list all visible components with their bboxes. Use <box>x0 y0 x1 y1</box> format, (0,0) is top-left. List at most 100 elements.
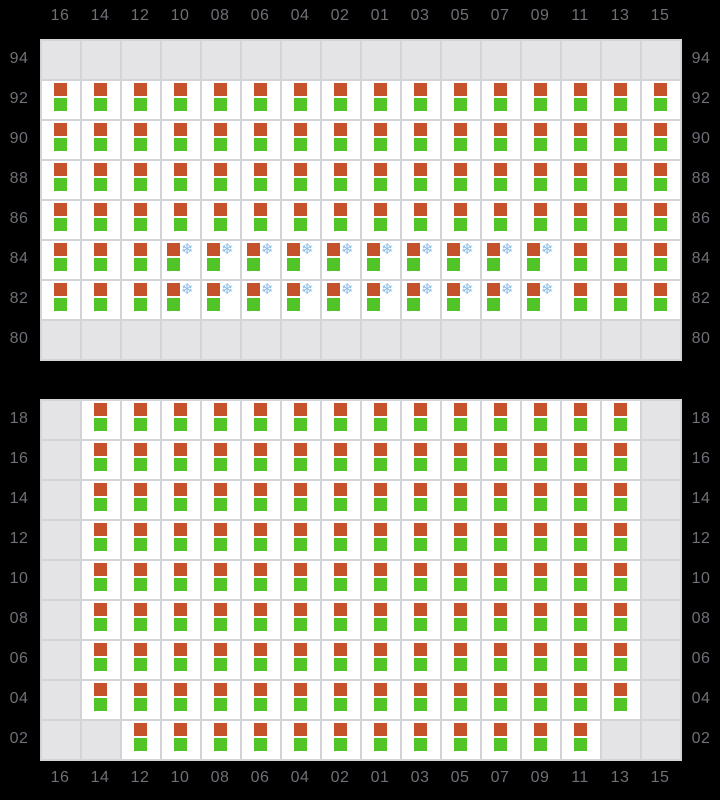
seat-cell[interactable] <box>121 240 161 280</box>
seat-cell[interactable] <box>241 480 281 520</box>
seat-cell[interactable] <box>201 120 241 160</box>
seat-cell[interactable] <box>521 640 561 680</box>
seat-cell[interactable] <box>81 280 121 320</box>
seat-cell[interactable] <box>281 640 321 680</box>
seat-cell[interactable] <box>281 720 321 760</box>
seat-cell[interactable]: ❄ <box>161 240 201 280</box>
seat-cell[interactable] <box>321 680 361 720</box>
seat-cell[interactable] <box>401 400 441 440</box>
seat-cell[interactable] <box>201 600 241 640</box>
seat-cell[interactable] <box>201 440 241 480</box>
seat-cell[interactable] <box>481 120 521 160</box>
seat-cell[interactable] <box>361 120 401 160</box>
seat-cell[interactable] <box>481 200 521 240</box>
seat-cell[interactable] <box>601 440 641 480</box>
seat-cell[interactable] <box>441 640 481 680</box>
seat-cell[interactable] <box>161 720 201 760</box>
seat-cell[interactable] <box>401 640 441 680</box>
seat-cell[interactable] <box>401 480 441 520</box>
seat-cell[interactable] <box>281 560 321 600</box>
seat-cell[interactable] <box>441 160 481 200</box>
seat-cell[interactable] <box>361 720 401 760</box>
seat-cell[interactable] <box>601 480 641 520</box>
seat-cell[interactable] <box>481 400 521 440</box>
seat-cell[interactable] <box>81 400 121 440</box>
seat-cell[interactable] <box>641 280 681 320</box>
seat-cell[interactable] <box>521 400 561 440</box>
seat-cell[interactable] <box>361 400 401 440</box>
seat-cell[interactable] <box>601 600 641 640</box>
seat-cell[interactable] <box>81 680 121 720</box>
seat-cell[interactable] <box>81 560 121 600</box>
seat-cell[interactable] <box>121 560 161 600</box>
seat-cell[interactable] <box>481 480 521 520</box>
seat-cell[interactable] <box>401 440 441 480</box>
seat-cell[interactable] <box>281 480 321 520</box>
seat-cell[interactable] <box>361 440 401 480</box>
seat-cell[interactable] <box>161 480 201 520</box>
seat-cell[interactable] <box>401 80 441 120</box>
seat-cell[interactable] <box>561 400 601 440</box>
seat-cell[interactable] <box>81 600 121 640</box>
seat-cell[interactable] <box>481 680 521 720</box>
seat-cell[interactable] <box>361 640 401 680</box>
seat-cell[interactable]: ❄ <box>441 280 481 320</box>
seat-cell[interactable] <box>81 160 121 200</box>
seat-cell[interactable] <box>441 400 481 440</box>
seat-cell[interactable] <box>321 200 361 240</box>
seat-cell[interactable] <box>521 560 561 600</box>
seat-cell[interactable] <box>481 440 521 480</box>
seat-cell[interactable] <box>281 160 321 200</box>
seat-cell[interactable] <box>121 640 161 680</box>
seat-cell[interactable] <box>241 120 281 160</box>
seat-cell[interactable] <box>321 400 361 440</box>
seat-cell[interactable] <box>481 520 521 560</box>
seat-cell[interactable] <box>161 400 201 440</box>
seat-cell[interactable] <box>361 160 401 200</box>
seat-cell[interactable]: ❄ <box>161 280 201 320</box>
seat-cell[interactable] <box>81 200 121 240</box>
seat-cell[interactable] <box>441 80 481 120</box>
seat-cell[interactable] <box>441 560 481 600</box>
seat-cell[interactable] <box>361 680 401 720</box>
seat-cell[interactable] <box>41 80 81 120</box>
seat-cell[interactable] <box>161 680 201 720</box>
seat-cell[interactable] <box>121 120 161 160</box>
seat-cell[interactable] <box>401 160 441 200</box>
seat-cell[interactable] <box>81 440 121 480</box>
seat-cell[interactable] <box>521 520 561 560</box>
seat-cell[interactable] <box>641 240 681 280</box>
seat-cell[interactable] <box>321 440 361 480</box>
seat-cell[interactable] <box>521 680 561 720</box>
seat-cell[interactable] <box>361 520 401 560</box>
seat-cell[interactable] <box>81 240 121 280</box>
seat-cell[interactable] <box>521 480 561 520</box>
seat-cell[interactable]: ❄ <box>361 240 401 280</box>
seat-cell[interactable] <box>201 480 241 520</box>
seat-cell[interactable] <box>561 280 601 320</box>
seat-cell[interactable] <box>41 240 81 280</box>
seat-cell[interactable] <box>121 200 161 240</box>
seat-cell[interactable] <box>161 520 201 560</box>
seat-cell[interactable] <box>561 240 601 280</box>
seat-cell[interactable]: ❄ <box>241 280 281 320</box>
seat-cell[interactable] <box>201 560 241 600</box>
seat-cell[interactable] <box>241 560 281 600</box>
seat-cell[interactable] <box>601 680 641 720</box>
seat-cell[interactable] <box>361 480 401 520</box>
seat-cell[interactable] <box>161 640 201 680</box>
seat-cell[interactable] <box>641 120 681 160</box>
seat-cell[interactable] <box>401 560 441 600</box>
seat-cell[interactable] <box>241 440 281 480</box>
seat-cell[interactable]: ❄ <box>401 280 441 320</box>
seat-cell[interactable] <box>561 200 601 240</box>
seat-cell[interactable] <box>401 720 441 760</box>
seat-cell[interactable] <box>281 80 321 120</box>
seat-cell[interactable] <box>401 520 441 560</box>
seat-cell[interactable] <box>121 520 161 560</box>
seat-cell[interactable]: ❄ <box>241 240 281 280</box>
seat-cell[interactable] <box>561 600 601 640</box>
seat-cell[interactable] <box>561 720 601 760</box>
seat-cell[interactable] <box>601 120 641 160</box>
seat-cell[interactable] <box>361 600 401 640</box>
